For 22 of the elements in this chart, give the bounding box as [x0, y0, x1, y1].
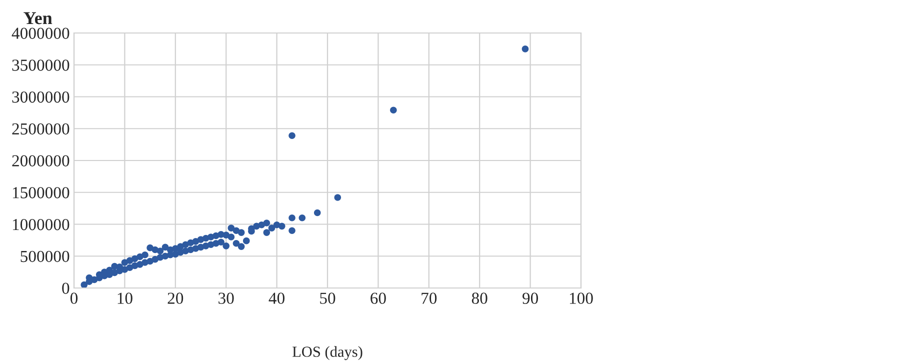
x-tick-label: 90: [522, 292, 538, 304]
x-tick-label: 10: [118, 292, 132, 304]
y-tick-label: 3500000: [12, 60, 70, 71]
y-tick-label: 2500000: [12, 123, 70, 135]
x-axis-title: LOS (days): [292, 346, 362, 360]
y-tick-label: 1500000: [12, 187, 70, 198]
y-tick-label: 1000000: [12, 218, 70, 230]
x-tick-label: 20: [168, 292, 184, 304]
y-tick-label: 500000: [20, 250, 70, 262]
y-tick-label: 4000000: [12, 28, 70, 39]
x-tick-label: 0: [70, 292, 78, 304]
x-tick-label: 70: [422, 292, 437, 304]
x-tick-label: 100: [570, 292, 593, 304]
x-tick-label: 60: [370, 292, 386, 304]
x-tick-label: 50: [320, 292, 336, 304]
y-tick-label: 0: [62, 282, 70, 294]
x-tick-label: 80: [472, 292, 488, 304]
y-axis-title: Yen: [24, 12, 52, 24]
y-tick-label: 2000000: [12, 155, 70, 166]
x-tick-label: 40: [268, 292, 284, 304]
y-tick-label: 3000000: [12, 91, 70, 103]
x-tick-label: 30: [218, 292, 234, 304]
